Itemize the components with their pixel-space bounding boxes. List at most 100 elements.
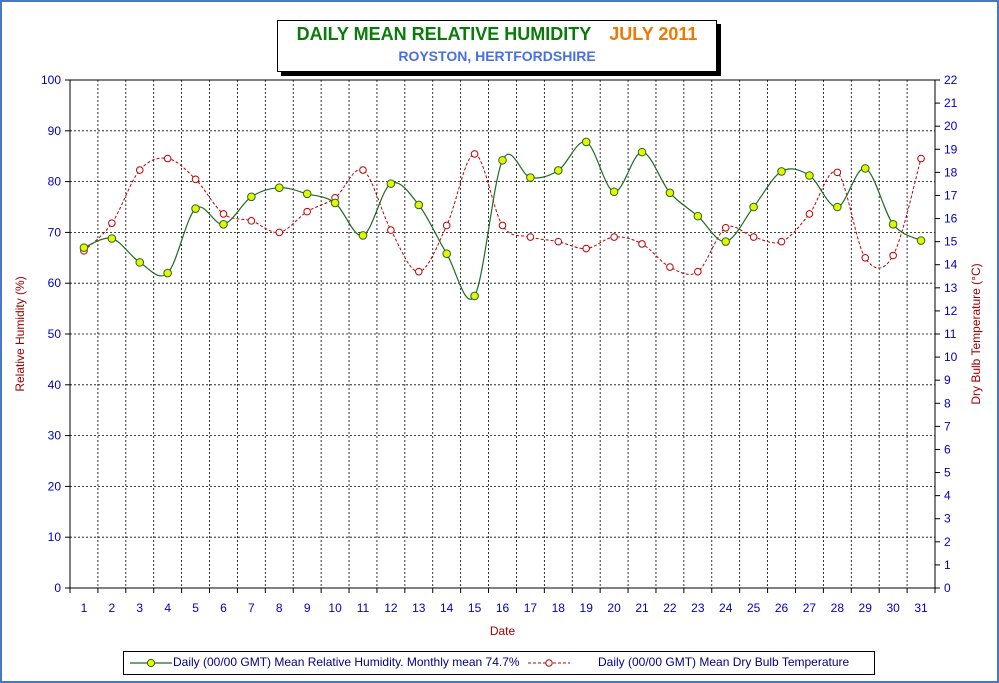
chart-title-main: DAILY MEAN RELATIVE HUMIDITY [296, 24, 592, 44]
humidity-point [163, 268, 172, 278]
y2-tick-label: 15 [944, 235, 958, 249]
y2-tick-label: 5 [944, 466, 951, 480]
humidity-point [777, 167, 786, 176]
humidity-point [860, 164, 870, 173]
humidity-point [665, 188, 675, 198]
temperature-point [275, 228, 284, 237]
y2-tick-label: 3 [944, 512, 951, 526]
humidity-point [888, 219, 898, 229]
x-tick-label: 3 [136, 601, 143, 615]
temperature-point [387, 226, 395, 234]
x-tick-label: 25 [747, 601, 761, 615]
x-tick-label: 11 [357, 601, 370, 615]
humidity-point [916, 236, 926, 245]
humidity-point [833, 202, 842, 212]
humidity-point [498, 155, 507, 165]
legend-temperature-label: Daily (00/00 GMT) Mean Dry Bulb Temperat… [598, 655, 850, 669]
chart-title: DAILY MEAN RELATIVE HUMIDITY JULY 2011 [278, 24, 716, 45]
y2-tick-label: 6 [944, 442, 951, 456]
temperature-point [917, 154, 925, 163]
y-tick-label: 70 [48, 225, 62, 239]
temperature-point [526, 233, 535, 241]
x-tick-label: 26 [775, 601, 789, 615]
y2-tick-label: 0 [944, 581, 951, 595]
legend-humidity-label: Daily (00/00 GMT) Mean Relative Humidity… [173, 655, 520, 669]
x-tick-label: 30 [886, 601, 900, 615]
humidity-point [135, 258, 145, 267]
y2-tick-label: 8 [944, 396, 951, 410]
chart-subtitle: ROYSTON, HERTFORDSHIRE [398, 48, 596, 64]
y-tick-label: 0 [54, 581, 61, 595]
y-tick-label: 10 [48, 530, 62, 544]
humidity-point [247, 192, 256, 202]
x-tick-label: 19 [580, 601, 594, 615]
y2-tick-label: 1 [944, 558, 951, 572]
humidity-point [637, 147, 647, 157]
temperature-point [805, 210, 814, 218]
humidity-point [749, 202, 758, 212]
y2-tick-label: 10 [944, 350, 958, 364]
x-tick-label: 22 [663, 601, 677, 615]
humidity-point [609, 187, 619, 197]
temperature-point [610, 233, 618, 241]
y-tick-label: 80 [48, 175, 62, 189]
x-tick-label: 31 [914, 601, 928, 615]
humidity-point [191, 204, 200, 213]
temperature-point [414, 267, 423, 276]
temperature-point [638, 240, 646, 248]
temperature-point [666, 263, 674, 271]
y2-tick-label: 17 [944, 188, 958, 202]
x-tick-label: 6 [220, 601, 227, 615]
temperature-point [247, 217, 256, 225]
temperature-point [749, 233, 758, 241]
x-tick-label: 24 [719, 601, 733, 615]
y2-tick-label: 14 [944, 258, 958, 272]
legend-humidity-swatch [130, 658, 172, 668]
x-tick-label: 7 [248, 601, 255, 615]
x-tick-label: 9 [304, 601, 311, 615]
temperature-point [833, 168, 842, 177]
humidity-point [107, 234, 117, 243]
x-tick-label: 4 [164, 601, 171, 615]
x-tick-label: 13 [412, 601, 426, 615]
temperature-point [303, 207, 311, 216]
x-tick-label: 29 [859, 601, 873, 615]
x-tick-label: 5 [192, 601, 199, 615]
y-tick-label: 40 [48, 378, 62, 392]
y2-tick-label: 11 [944, 327, 957, 341]
humidity-point [358, 231, 368, 240]
x-tick-label: 21 [635, 601, 649, 615]
y-tick-label: 90 [48, 124, 62, 138]
x-tick-label: 20 [607, 601, 621, 615]
humidity-point [526, 173, 535, 182]
y-axis-title: Relative Humidity (%) [13, 276, 27, 391]
temperature-point [191, 175, 200, 184]
x-tick-label: 16 [496, 601, 510, 615]
chart-title-box: DAILY MEAN RELATIVE HUMIDITY JULY 2011 RO… [277, 20, 717, 72]
y2-tick-label: 2 [944, 535, 951, 549]
humidity-point [721, 237, 731, 246]
humidity-point [79, 243, 89, 252]
humidity-point [274, 183, 284, 192]
humidity-point [386, 179, 396, 188]
y2-tick-label: 22 [944, 73, 958, 87]
y2-tick-label: 9 [944, 373, 951, 387]
y2-tick-label: 21 [944, 96, 958, 110]
y2-tick-label: 13 [944, 281, 958, 295]
y2-tick-label: 19 [944, 142, 958, 156]
humidity-point [442, 249, 451, 259]
y2-tick-label: 16 [944, 212, 958, 226]
temperature-point [582, 244, 591, 253]
humidity-point [219, 219, 228, 229]
legend-temperature-swatch [528, 659, 570, 667]
x-tick-label: 10 [328, 601, 342, 615]
temperature-point [889, 251, 897, 260]
temperature-point [721, 223, 730, 232]
x-tick-label: 23 [691, 601, 705, 615]
humidity-point [302, 189, 312, 199]
x-tick-label: 1 [81, 601, 88, 615]
temperature-point [108, 219, 116, 227]
temperature-point [442, 221, 451, 230]
x-tick-label: 12 [384, 601, 398, 615]
